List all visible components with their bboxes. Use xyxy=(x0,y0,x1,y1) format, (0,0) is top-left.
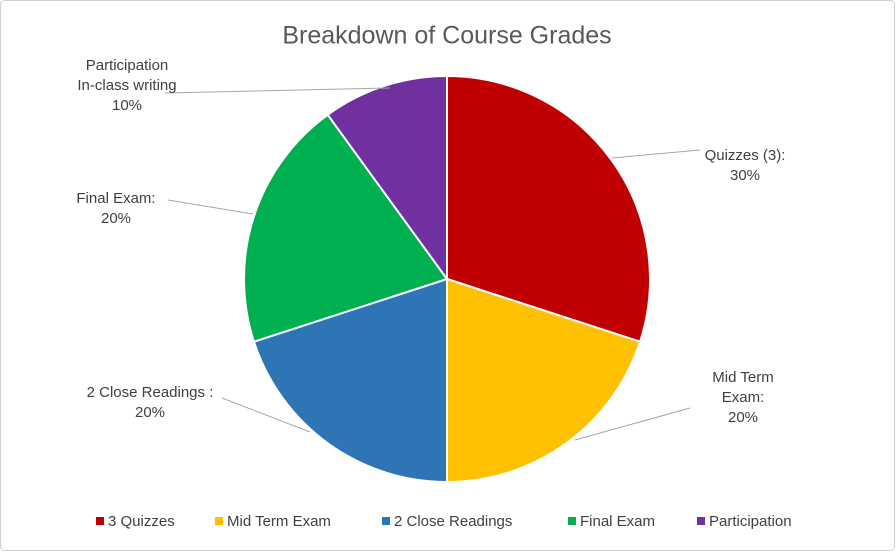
data-label: 2 Close Readings :20% xyxy=(87,384,214,421)
leader-line xyxy=(611,149,701,159)
legend-swatch xyxy=(215,517,223,525)
data-label: Participation In-class writing 10% xyxy=(77,57,176,114)
legend-label: Final Exam xyxy=(580,513,655,530)
legend-label: 3 Quizzes xyxy=(108,513,175,530)
data-label: Mid Term Exam: 20% xyxy=(712,369,773,426)
data-label: Quizzes (3): 30% xyxy=(705,147,786,184)
pie-slice xyxy=(252,277,448,484)
leader-line xyxy=(167,199,254,215)
legend-label: 2 Close Readings xyxy=(394,513,512,530)
leader-line xyxy=(164,87,391,94)
legend-swatch xyxy=(568,517,576,525)
pie-slice xyxy=(326,74,448,283)
legend-label: Participation xyxy=(709,513,792,530)
leader-line xyxy=(574,407,691,441)
legend-swatch xyxy=(697,517,705,525)
pie-slice xyxy=(243,113,449,343)
legend-label: Mid Term Exam xyxy=(227,513,331,530)
leader-line xyxy=(221,397,311,433)
chart-title: Breakdown of Course Grades xyxy=(282,22,611,50)
pie-slice xyxy=(446,74,651,343)
legend-swatch xyxy=(96,517,104,525)
data-label: Final Exam: 20% xyxy=(76,190,155,227)
pie-slice xyxy=(446,277,642,484)
legend-swatch xyxy=(382,517,390,525)
